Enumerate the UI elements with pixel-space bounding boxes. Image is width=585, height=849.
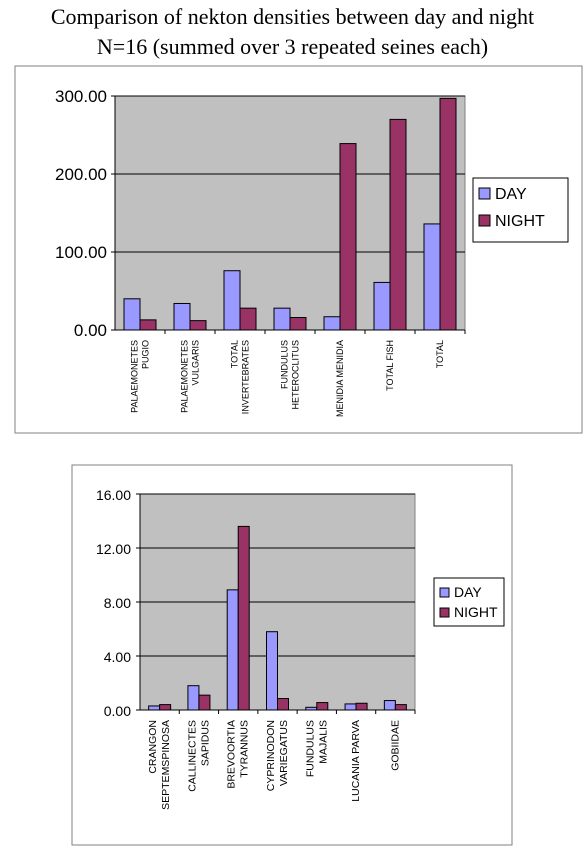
bar-night-7 (439, 97, 457, 331)
legend-swatch-night (478, 214, 491, 227)
bar-night-7 (394, 704, 407, 711)
bar-day-7 (383, 700, 396, 711)
x-category-label: CRANGON (147, 720, 159, 774)
bar-day-3 (223, 270, 241, 331)
legend-label-day: DAY (495, 186, 527, 203)
bar-day-2 (173, 302, 191, 331)
x-category-label: VULGARIS (191, 340, 201, 386)
bar-night-1 (139, 319, 157, 331)
x-category-label: FUNDULUS (280, 340, 290, 389)
x-category-label: INVERTEBRATES (241, 340, 251, 414)
bar-day-3 (226, 589, 239, 711)
y-tick-label: 8.00 (104, 595, 131, 611)
x-category-label: MAJALIS (317, 720, 329, 764)
x-category-label: MENIDIA MENIDIA (335, 340, 345, 417)
bar-night-3 (237, 525, 250, 711)
y-tick-label: 300.00 (55, 87, 107, 106)
bar-night-5 (339, 143, 357, 331)
x-category-label: CYPRINODON (265, 720, 277, 791)
bar-night-5 (316, 702, 329, 711)
x-category-label: VARIEGATUS (278, 720, 290, 786)
legend-swatch-night (439, 607, 450, 618)
bar-night-1 (159, 704, 172, 711)
x-category-label: TOTAL FISH (385, 340, 395, 391)
bar-night-4 (277, 698, 289, 711)
y-tick-label: 200.00 (55, 165, 107, 184)
x-category-label: FUNDULUS (304, 720, 316, 777)
legend-box (433, 577, 505, 627)
chart-title-line-1: Comparison of nekton densities between d… (50, 4, 535, 29)
plot-area (114, 95, 466, 331)
bar-day-2 (187, 685, 200, 711)
bar-day-6 (344, 703, 357, 711)
legend-swatch-day (478, 187, 491, 200)
bar-day-1 (123, 298, 141, 331)
x-category-label: TOTAL (230, 340, 240, 368)
bar-day-6 (373, 281, 391, 331)
x-category-label: SEPTEMSPINOSA (160, 720, 172, 810)
y-tick-label: 4.00 (104, 649, 131, 665)
y-tick-label: 100.00 (55, 243, 107, 262)
x-category-label: CALLINECTES (186, 720, 198, 792)
bar-day-7 (423, 223, 441, 331)
x-category-label: TOTAL (435, 340, 445, 368)
x-category-label: LUCANIA PARVA (350, 720, 362, 802)
x-category-label: TYRANNUS (239, 720, 251, 778)
y-tick-label: 0.00 (104, 703, 131, 719)
legend-swatch-day (439, 587, 450, 598)
bar-day-4 (273, 307, 291, 331)
legend-label-day: DAY (454, 584, 482, 600)
x-category-label: PALAEMONETES (130, 340, 140, 413)
y-tick-label: 12.00 (96, 541, 131, 557)
bar-night-2 (189, 320, 207, 331)
y-tick-label: 16.00 (96, 487, 131, 503)
bar-day-5 (305, 706, 318, 711)
bar-night-3 (239, 307, 257, 331)
chart-title-line-2: N=16 (summed over 3 repeated seines each… (96, 34, 489, 59)
x-category-label: GOBIIDAE (389, 720, 401, 771)
legend-label-night: NIGHT (495, 213, 545, 230)
x-category-label: SAPIDUS (199, 720, 211, 766)
chart-2: 0.00 4.00 8.00 12.00 16.00 CRANGON SEPTEMSPINO… (71, 464, 513, 846)
x-category-label: PUGIO (141, 340, 151, 369)
y-tick-label: 0.00 (74, 321, 107, 340)
x-category-label: PALAEMONETES (180, 340, 190, 413)
bar-night-6 (355, 702, 368, 711)
bar-night-2 (198, 694, 211, 711)
bar-day-1 (148, 705, 161, 711)
bar-day-5 (323, 316, 341, 331)
legend-label-night: NIGHT (454, 604, 498, 620)
x-category-label: BREVOORTIA (226, 720, 238, 789)
x-category-label: HETEROCLITUS (291, 340, 301, 410)
bar-night-4 (289, 317, 307, 331)
bar-night-6 (389, 118, 407, 331)
bar-day-4 (266, 631, 278, 711)
